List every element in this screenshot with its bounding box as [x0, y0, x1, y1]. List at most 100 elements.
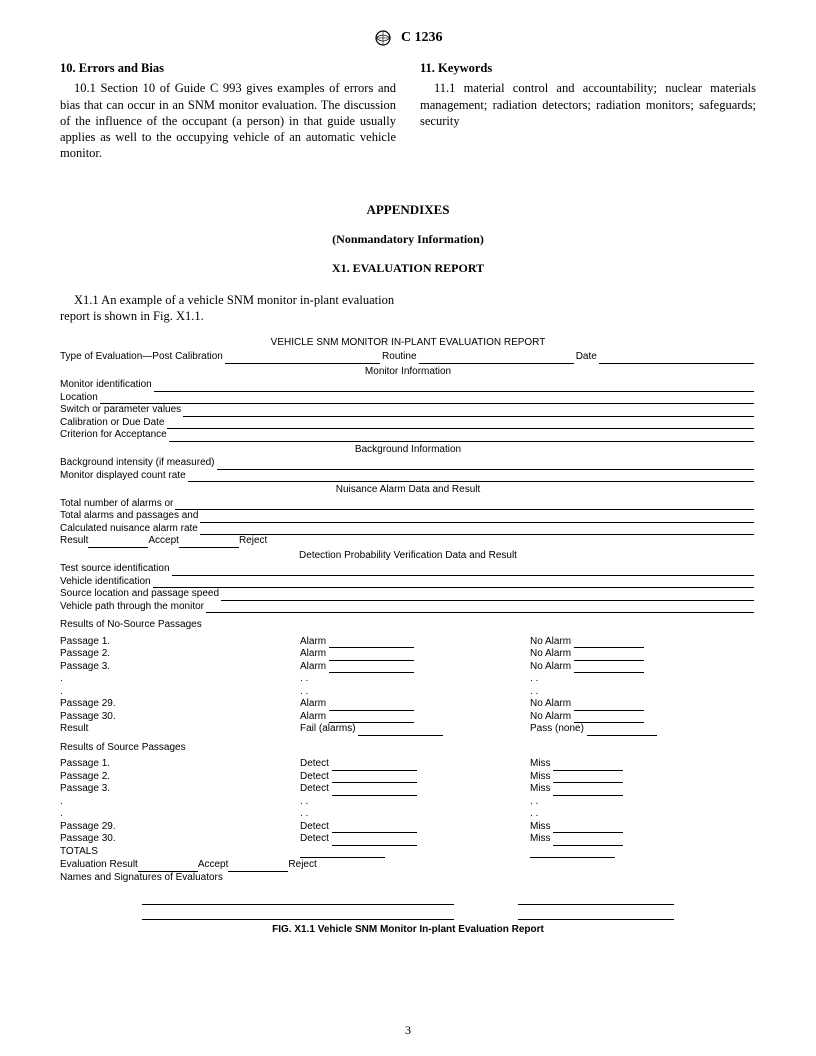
field-blank[interactable]	[153, 577, 754, 588]
field-blank[interactable]	[332, 760, 417, 771]
form-field-row: Background intensity (if measured)	[60, 457, 756, 470]
right-label: No Alarm	[530, 698, 571, 709]
field-blank[interactable]	[329, 637, 414, 648]
field-label: Calculated nuisance alarm rate	[60, 523, 198, 536]
field-blank[interactable]	[553, 835, 623, 846]
field-blank[interactable]	[329, 662, 414, 673]
signatures-label: Names and Signatures of Evaluators	[60, 872, 223, 885]
field-blank[interactable]	[332, 822, 417, 833]
mid-label: Alarm	[300, 711, 326, 722]
field-blank[interactable]	[587, 725, 657, 736]
eval-accept-label: Accept	[198, 859, 229, 872]
field-blank[interactable]	[188, 471, 754, 482]
passage-row: Passage 3.Alarm No Alarm	[60, 661, 756, 674]
totals-label: TOTALS	[60, 846, 98, 857]
evaluation-form: VEHICLE SNM MONITOR IN-PLANT EVALUATION …	[60, 337, 756, 921]
field-blank[interactable]	[574, 712, 644, 723]
field-label: Criterion for Acceptance	[60, 429, 167, 442]
field-blank[interactable]	[553, 760, 623, 771]
field-blank[interactable]	[175, 499, 754, 510]
field-blank[interactable]	[88, 537, 148, 548]
field-blank[interactable]	[574, 650, 644, 661]
field-blank[interactable]	[553, 822, 623, 833]
signature-blank[interactable]	[518, 907, 674, 920]
passage-row: Passage 3.Detect Miss	[60, 783, 756, 796]
field-blank[interactable]	[100, 393, 754, 404]
field-label: Monitor displayed count rate	[60, 470, 186, 483]
signature-blank[interactable]	[518, 892, 674, 905]
field-label: Total number of alarms or	[60, 498, 173, 511]
field-blank[interactable]	[221, 590, 754, 601]
field-blank[interactable]	[172, 565, 754, 576]
field-blank[interactable]	[225, 353, 380, 364]
field-blank[interactable]	[200, 512, 754, 523]
field-blank[interactable]	[332, 772, 417, 783]
field-blank[interactable]	[530, 847, 615, 858]
signature-blank[interactable]	[142, 907, 454, 920]
field-blank[interactable]	[200, 524, 754, 535]
appendix-block: APPENDIXES (Nonmandatory Information) X1…	[60, 202, 756, 276]
field-blank[interactable]	[179, 537, 239, 548]
reject-label: Reject	[239, 535, 267, 548]
field-blank[interactable]	[332, 835, 417, 846]
mid-label: . .	[300, 796, 308, 807]
field-blank[interactable]	[599, 353, 754, 364]
field-blank[interactable]	[154, 381, 754, 392]
field-blank[interactable]	[332, 785, 417, 796]
field-blank[interactable]	[183, 406, 754, 417]
mid-label: Detect	[300, 821, 329, 832]
form-title: VEHICLE SNM MONITOR IN-PLANT EVALUATION …	[60, 337, 756, 350]
right-label: . .	[530, 808, 538, 819]
mid-label: . .	[300, 673, 308, 684]
right-label: Miss	[530, 758, 551, 769]
monitor-info-hdr: Monitor Information	[60, 366, 756, 379]
totals-row: TOTALS	[60, 846, 756, 859]
field-blank[interactable]	[329, 700, 414, 711]
field-blank[interactable]	[300, 847, 385, 858]
form-field-row: Monitor displayed count rate	[60, 470, 756, 483]
appendix-sub: (Nonmandatory Information)	[60, 232, 756, 247]
type-eval-label: Type of Evaluation—Post Calibration	[60, 351, 223, 364]
field-label: Total alarms and passages and	[60, 510, 198, 523]
passage-label: Passage 30.	[60, 833, 116, 844]
passage-row: Passage 30.Alarm No Alarm	[60, 711, 756, 724]
field-blank[interactable]	[419, 353, 574, 364]
field-blank[interactable]	[228, 861, 288, 872]
background-hdr: Background Information	[60, 444, 756, 457]
field-label: Monitor identification	[60, 379, 152, 392]
passage-label: Result	[60, 723, 88, 734]
no-source-hdr: Results of No-Source Passages	[60, 619, 756, 632]
field-blank[interactable]	[329, 650, 414, 661]
right-label: No Alarm	[530, 661, 571, 672]
section-11-title: 11. Keywords	[420, 60, 756, 76]
field-blank[interactable]	[553, 772, 623, 783]
mid-label: Alarm	[300, 648, 326, 659]
field-blank[interactable]	[138, 861, 198, 872]
field-blank[interactable]	[574, 700, 644, 711]
passage-label: .	[60, 673, 63, 684]
accept-label: Accept	[148, 535, 179, 548]
right-label: No Alarm	[530, 636, 571, 647]
field-blank[interactable]	[217, 459, 754, 470]
right-label: . .	[530, 796, 538, 807]
field-blank[interactable]	[574, 637, 644, 648]
field-label: Source location and passage speed	[60, 588, 219, 601]
form-field-row: Total alarms and passages and	[60, 510, 756, 523]
field-blank[interactable]	[553, 785, 623, 796]
right-label: Miss	[530, 821, 551, 832]
passage-row: .. .. .	[60, 808, 756, 821]
passage-label: Passage 3.	[60, 661, 110, 672]
field-blank[interactable]	[358, 725, 443, 736]
form-field-row: Location	[60, 392, 756, 405]
field-blank[interactable]	[329, 712, 414, 723]
field-blank[interactable]	[574, 662, 644, 673]
signature-blank[interactable]	[142, 892, 454, 905]
field-blank[interactable]	[206, 602, 754, 613]
right-label: Miss	[530, 771, 551, 782]
field-blank[interactable]	[169, 431, 754, 442]
field-blank[interactable]	[167, 418, 755, 429]
mid-label: Detect	[300, 783, 329, 794]
passage-row: Passage 29.Alarm No Alarm	[60, 698, 756, 711]
mid-label: Alarm	[300, 698, 326, 709]
passage-label: Passage 1.	[60, 636, 110, 647]
